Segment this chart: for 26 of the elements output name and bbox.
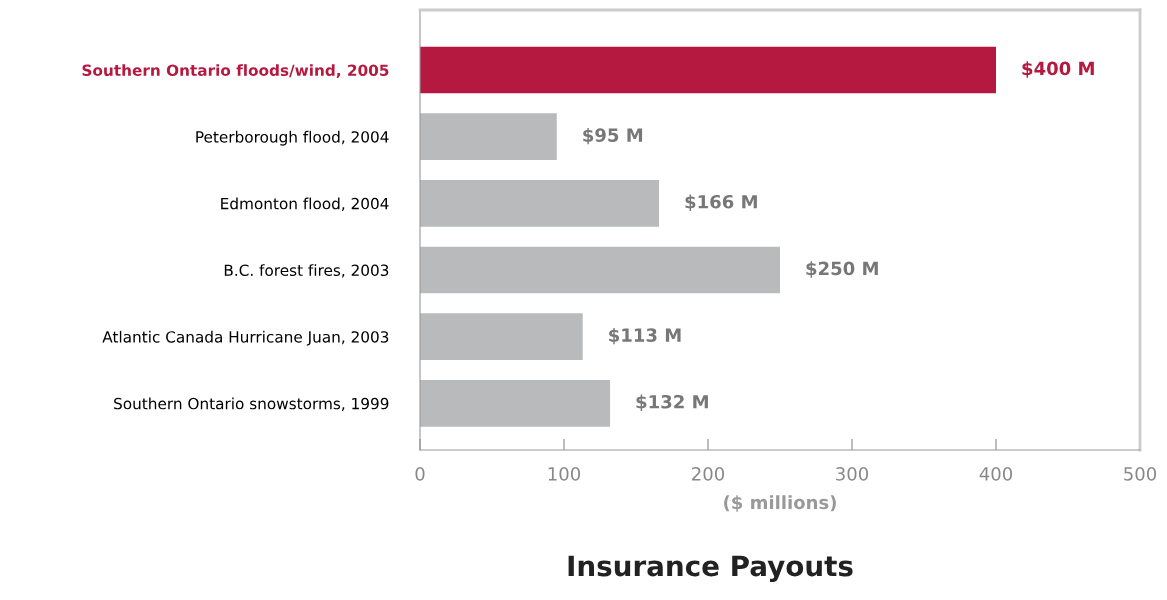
data-label: $113 M	[609, 327, 681, 345]
data-label: $400 M	[1022, 61, 1094, 78]
text: Insurance Payouts	[568, 555, 853, 582]
data-label: $132 M	[636, 394, 708, 411]
bar	[420, 113, 557, 160]
data-label: $95 M	[583, 127, 643, 145]
bar	[420, 313, 583, 360]
y-tick-label: B.C. forest fires, 2003	[224, 264, 389, 278]
x-tick-label: 100	[548, 466, 581, 481]
x-tick-label: 400	[979, 466, 1013, 481]
x-axis-title: ($ millions)	[724, 495, 836, 512]
data-label: $250 M	[806, 261, 878, 278]
bar	[420, 246, 780, 294]
y-tick-label: Southern Ontario floods/wind, 2005	[82, 64, 389, 78]
bar	[420, 180, 660, 227]
y-tick-label: Peterborough flood, 2004	[196, 130, 389, 146]
x-tick-label: 200	[692, 466, 725, 481]
x-tick-label: 0	[415, 466, 425, 481]
data-label: $166 M	[685, 194, 757, 211]
x-tick-label: 300	[836, 466, 869, 481]
y-tick-label: Atlantic Canada Hurricane Juan, 2003	[102, 330, 389, 346]
bar	[420, 46, 996, 94]
bar	[420, 380, 611, 427]
y-tick-label: Southern Ontario snowstorms, 1999	[114, 397, 389, 411]
x-tick-label: 500	[1124, 466, 1157, 481]
y-tick-label: Edmonton flood, 2004	[221, 197, 389, 211]
